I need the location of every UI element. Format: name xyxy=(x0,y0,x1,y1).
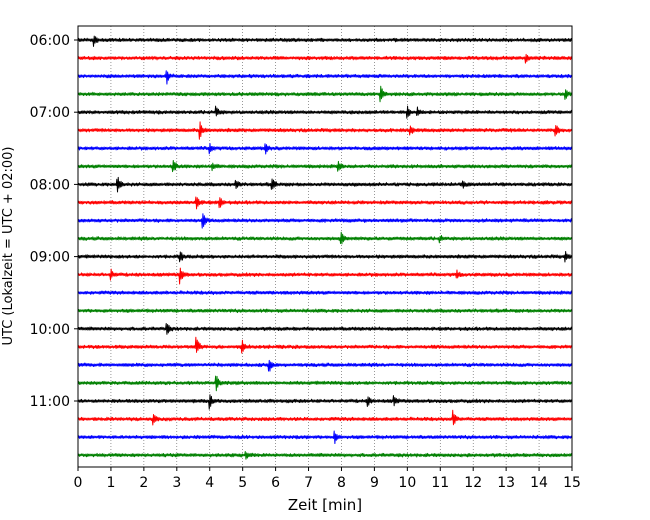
x-tick-label: 6 xyxy=(271,475,280,491)
y-tick-label: 09:00 xyxy=(30,250,70,266)
x-tick-label: 5 xyxy=(238,475,247,491)
x-tick-label: 1 xyxy=(106,475,115,491)
y-tick-label: 06:00 xyxy=(30,33,70,49)
trace-0645 xyxy=(77,85,573,103)
x-tick-label: 3 xyxy=(172,475,181,491)
trace-1145 xyxy=(77,451,573,460)
trace-1115 xyxy=(77,409,573,426)
trace-1100 xyxy=(77,394,573,410)
x-tick-label: 14 xyxy=(530,475,548,491)
trace-0900 xyxy=(77,250,573,263)
trace-0745 xyxy=(77,159,573,173)
x-tick-label: 15 xyxy=(563,475,581,491)
trace-0600 xyxy=(77,35,573,47)
trace-1030 xyxy=(77,359,573,372)
trace-0815 xyxy=(77,196,573,210)
y-tick-label: 10:00 xyxy=(30,322,70,338)
plot-background xyxy=(78,26,572,467)
trace-0730 xyxy=(77,142,573,155)
x-axis-label: Zeit [min] xyxy=(288,496,362,514)
x-tick-label: 9 xyxy=(370,475,379,491)
trace-0915 xyxy=(77,267,573,285)
x-tick-label: 12 xyxy=(464,475,482,491)
x-tick-label: 0 xyxy=(74,475,83,491)
x-axis: 0 1 2 3 4 5 6 7 8 9 10 11 12 13 14 15 xyxy=(74,467,581,491)
trace-0715 xyxy=(77,121,573,140)
y-axis: 06:00 07:00 08:00 09:00 10:00 11:00 xyxy=(30,33,78,410)
x-tick-label: 8 xyxy=(337,475,346,491)
y-tick-label: 08:00 xyxy=(30,177,70,193)
x-tick-label: 10 xyxy=(398,475,416,491)
trace-1015 xyxy=(77,336,573,354)
x-tick-label: 7 xyxy=(304,475,313,491)
x-tick-label: 13 xyxy=(497,475,515,491)
x-tick-label: 2 xyxy=(139,475,148,491)
trace-0630 xyxy=(77,70,573,85)
trace-0830 xyxy=(77,213,573,229)
plot-frame xyxy=(77,25,573,468)
trace-0800 xyxy=(77,176,573,193)
y-tick-label: 11:00 xyxy=(30,394,70,410)
trace-1045 xyxy=(77,375,573,392)
x-tick-label: 11 xyxy=(431,475,449,491)
trace-1000 xyxy=(77,322,573,335)
x-tick-label: 4 xyxy=(205,475,214,491)
trace-1130 xyxy=(77,430,573,445)
trace-0700 xyxy=(77,105,573,119)
y-tick-label: 07:00 xyxy=(30,105,70,121)
trace-0930 xyxy=(77,290,573,296)
trace-0845 xyxy=(77,231,573,245)
trace-group xyxy=(77,35,573,460)
y-axis-label: UTC (Lokalzeit = UTC + 02:00) xyxy=(1,147,16,346)
trace-0615 xyxy=(77,53,573,64)
trace-0945 xyxy=(77,308,573,314)
